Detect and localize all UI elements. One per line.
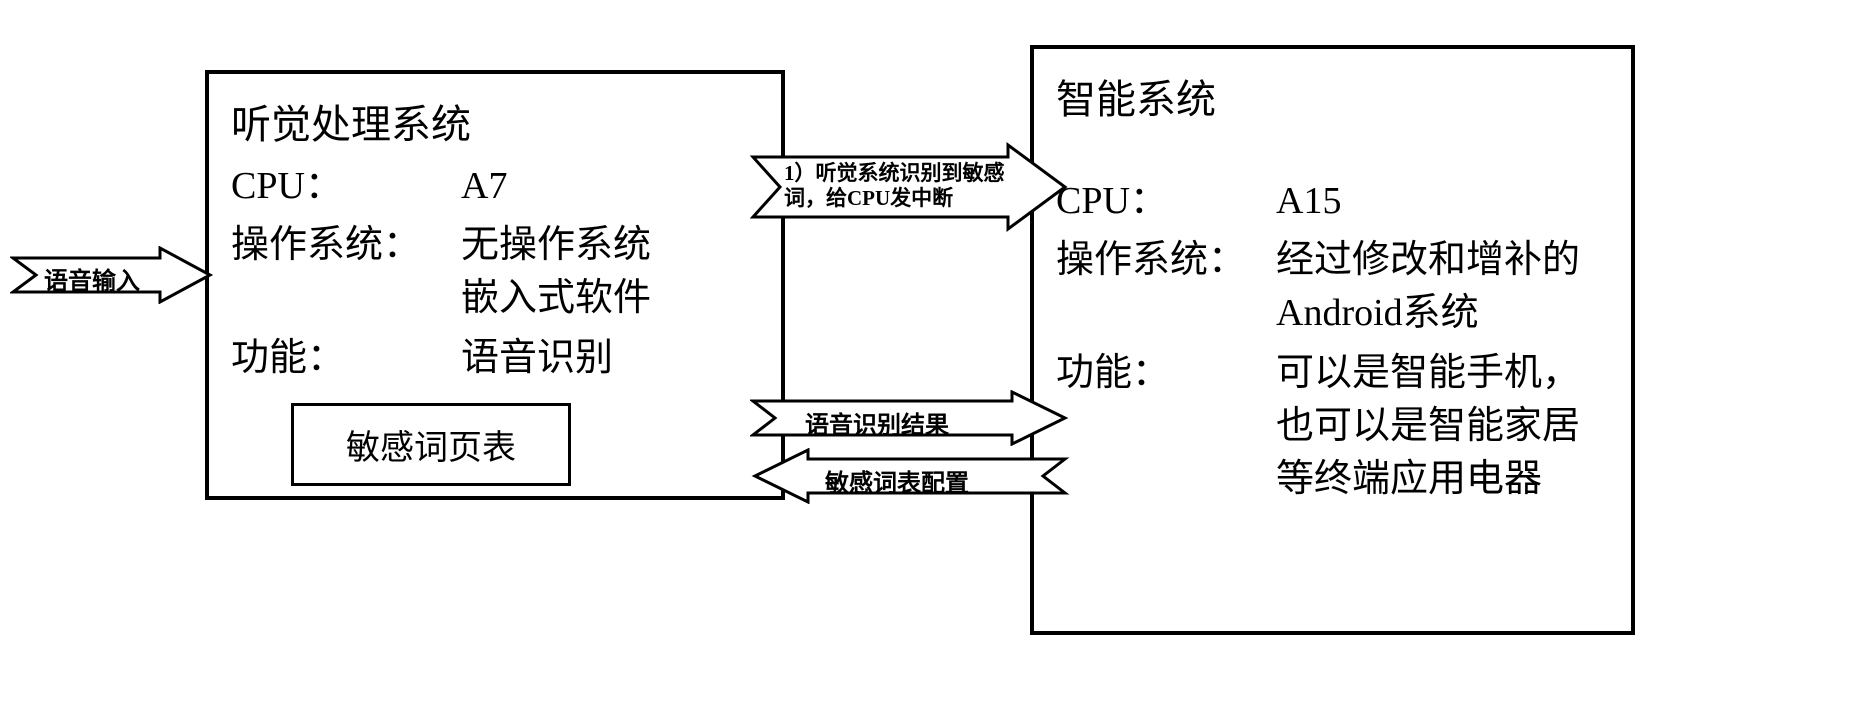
value-func: 语音识别 xyxy=(461,332,613,385)
label-cpu-r: CPU： xyxy=(1056,175,1276,228)
intelligent-row-cpu: CPU： A15 xyxy=(1056,175,1609,228)
value-os-r: 经过修改和增补的 Android系统 xyxy=(1276,234,1580,340)
value-cpu: A7 xyxy=(461,160,507,213)
interrupt-arrow-label: 1）听觉系统识别到敏感 词，给CPU发中断 xyxy=(784,161,1005,211)
value-os: 无操作系统 嵌入式软件 xyxy=(461,219,651,325)
auditory-title: 听觉处理系统 xyxy=(231,92,759,150)
config-arrow-label: 敏感词表配置 xyxy=(825,463,969,498)
voice-input-label: 语音输入 xyxy=(44,261,140,296)
label-cpu: CPU： xyxy=(231,160,461,213)
label-os-r: 操作系统： xyxy=(1056,234,1276,340)
auditory-row-func: 功能： 语音识别 xyxy=(231,332,759,385)
intelligent-row-func: 功能： 可以是智能手机， 也可以是智能家居 等终端应用电器 xyxy=(1056,347,1609,507)
intelligent-row-os: 操作系统： 经过修改和增补的 Android系统 xyxy=(1056,234,1609,340)
label-func: 功能： xyxy=(231,332,461,385)
recognition-result-arrow: 语音识别结果 xyxy=(750,390,1070,451)
auditory-system-box: 听觉处理系统 CPU： A7 操作系统： 无操作系统 嵌入式软件 功能： 语音识… xyxy=(205,70,785,500)
voice-input-arrow: 语音输入 xyxy=(10,246,220,309)
intelligent-system-box: 智能系统 CPU： A15 操作系统： 经过修改和增补的 Android系统 功… xyxy=(1030,45,1635,635)
auditory-row-cpu: CPU： A7 xyxy=(231,160,759,213)
interrupt-arrow: 1）听觉系统识别到敏感 词，给CPU发中断 xyxy=(750,142,1070,237)
config-arrow: 敏感词表配置 xyxy=(750,448,1070,509)
sensitive-words-table-box: 敏感词页表 xyxy=(291,403,571,486)
label-func-r: 功能： xyxy=(1056,347,1276,507)
recognition-result-label: 语音识别结果 xyxy=(805,405,949,440)
intelligent-title: 智能系统 xyxy=(1056,67,1609,125)
value-func-r: 可以是智能手机， 也可以是智能家居 等终端应用电器 xyxy=(1276,347,1580,507)
label-os: 操作系统： xyxy=(231,219,461,325)
auditory-row-os: 操作系统： 无操作系统 嵌入式软件 xyxy=(231,219,759,325)
value-cpu-r: A15 xyxy=(1276,175,1341,228)
